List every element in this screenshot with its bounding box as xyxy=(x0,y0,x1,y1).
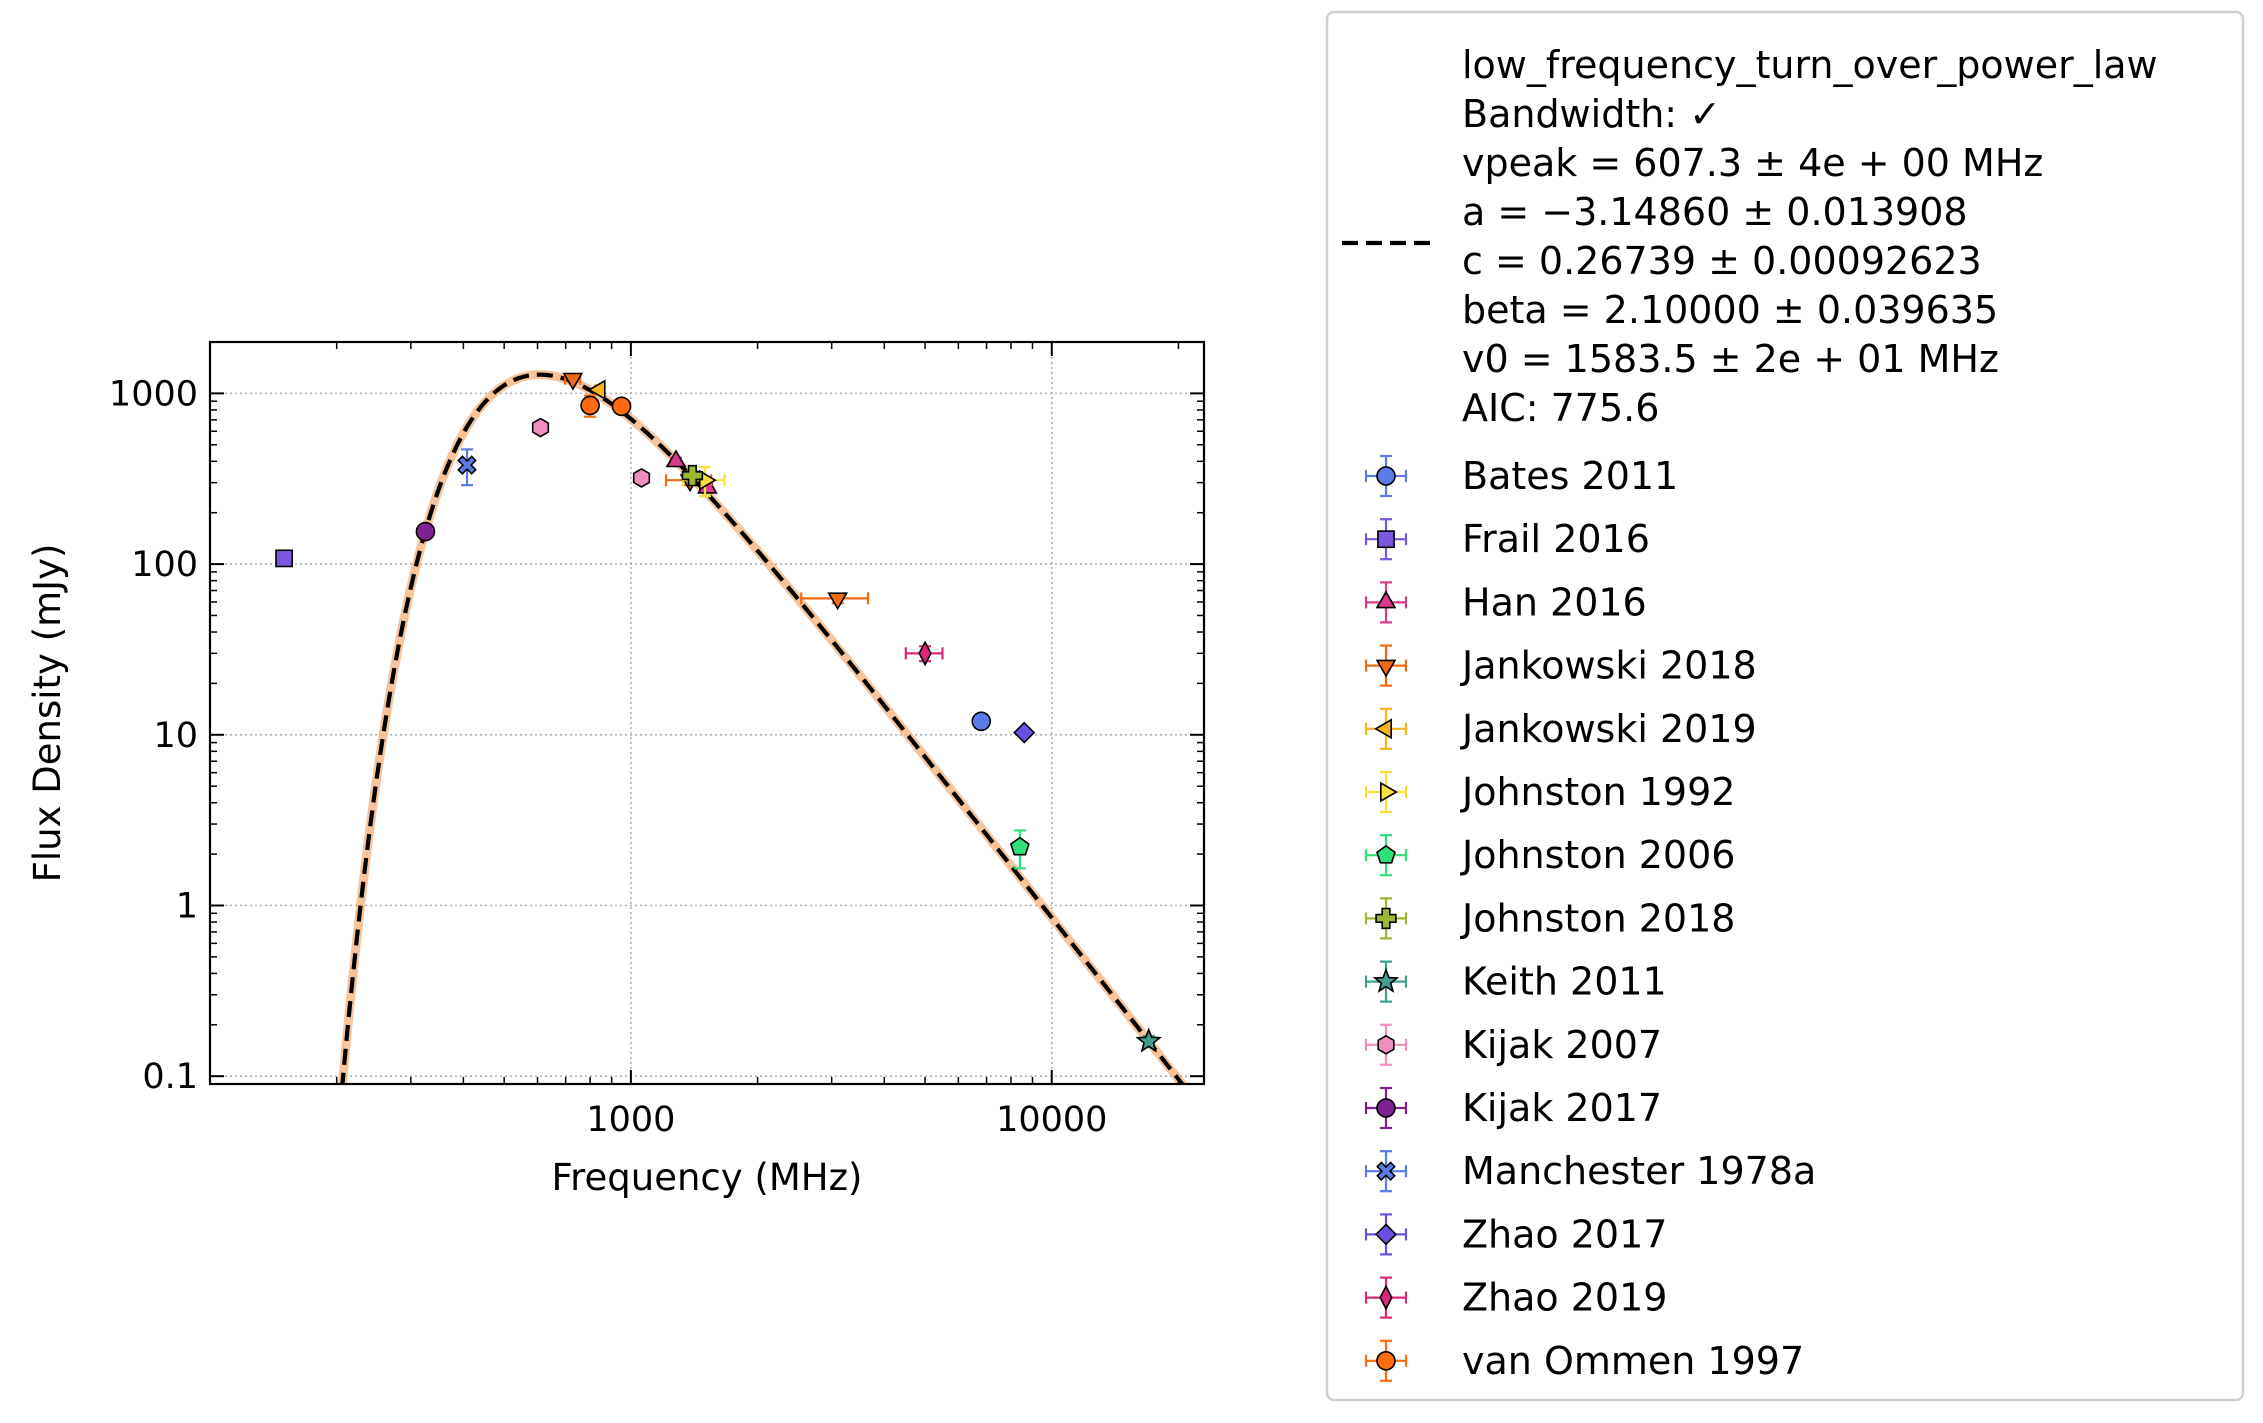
legend-label: Han 2016 xyxy=(1462,580,1647,624)
legend-fit-text: low_frequency_turn_over_power_law Bandwid… xyxy=(1462,43,2158,430)
legend-fit-line-text: v0 = 1583.5 ± 2e + 01 MHz xyxy=(1462,337,1999,381)
legend-item: Kijak 2017 xyxy=(1364,1086,1662,1130)
data-point xyxy=(415,521,436,542)
data-point xyxy=(665,449,687,468)
data-point xyxy=(457,448,477,487)
series-johnston-2018 xyxy=(681,464,704,487)
legend-label: Kijak 2017 xyxy=(1462,1086,1662,1130)
legend-item: Frail 2016 xyxy=(1364,517,1650,561)
legend-fit-line-text: c = 0.26739 ± 0.00092623 xyxy=(1462,239,1982,283)
data-point xyxy=(1009,829,1030,870)
legend-fit-line-text: Bandwidth: ✓ xyxy=(1462,92,1721,136)
y-tick-label: 0.1 xyxy=(142,1057,198,1097)
legend-frame xyxy=(1325,10,2245,1402)
legend-item: Zhao 2017 xyxy=(1364,1212,1667,1256)
series-van-ommen-1997 xyxy=(580,394,632,418)
series-frail-2016 xyxy=(275,549,294,568)
data-points xyxy=(275,372,1163,1053)
data-point xyxy=(632,467,651,488)
legend-label: Johnston 1992 xyxy=(1460,770,1735,814)
data-point xyxy=(611,396,632,417)
legend-item: Han 2016 xyxy=(1364,580,1647,624)
y-axis-label: Flux Density (mJy) xyxy=(26,544,69,883)
series-zhao-2017 xyxy=(1013,721,1036,744)
series-kijak-2007 xyxy=(531,417,651,488)
series-kijak-2017 xyxy=(415,521,436,542)
series-johnston-2006 xyxy=(1009,829,1030,870)
x-tick-label: 1000 xyxy=(586,1100,675,1140)
legend-item: Zhao 2019 xyxy=(1364,1276,1667,1320)
grid xyxy=(210,342,1204,1084)
data-point xyxy=(587,379,606,401)
legend-label: Jankowski 2018 xyxy=(1460,644,1757,688)
legend-label: Jankowski 2019 xyxy=(1460,707,1757,751)
legend-item: Manchester 1978a xyxy=(1364,1149,1816,1193)
y-tick-label: 100 xyxy=(131,545,198,585)
legend-item: Johnston 2018 xyxy=(1364,896,1735,940)
legend-label: Keith 2011 xyxy=(1462,960,1667,1004)
series-keith-2011 xyxy=(1135,1027,1163,1053)
tick-marks xyxy=(210,341,1204,1085)
plot-frame xyxy=(208,340,1206,1086)
legend-fit-line-text: low_frequency_turn_over_power_law xyxy=(1462,43,2158,87)
legend-fit-line-text: a = −3.14860 ± 0.013908 xyxy=(1462,190,1968,234)
legend-fit-line-text: vpeak = 607.3 ± 4e + 00 MHz xyxy=(1462,141,2043,185)
y-tick-labels: 0.1 1 10 100 1000 xyxy=(109,374,198,1097)
series-jankowski-2019 xyxy=(587,379,606,401)
plot-area xyxy=(208,340,1206,1086)
legend-label: Bates 2011 xyxy=(1462,454,1678,498)
legend-label: Kijak 2007 xyxy=(1462,1023,1662,1067)
legend-fit-line-text: AIC: 775.6 xyxy=(1462,386,1659,430)
legend-label: Johnston 2018 xyxy=(1460,896,1735,940)
legend-item: Johnston 1992 xyxy=(1364,770,1735,814)
data-point xyxy=(971,711,992,732)
x-axis-label: Frequency (MHz) xyxy=(552,1156,863,1199)
legend-item: Jankowski 2018 xyxy=(1364,644,1757,688)
x-tick-labels: 1000 10000 xyxy=(586,1100,1107,1140)
data-point xyxy=(904,640,944,667)
y-tick-label: 1 xyxy=(176,886,198,926)
data-point xyxy=(562,372,584,391)
y-tick-label: 10 xyxy=(153,716,198,756)
legend-label: Johnston 2006 xyxy=(1460,833,1735,877)
data-point xyxy=(531,417,550,438)
series-zhao-2019 xyxy=(904,640,944,667)
legend-item: Johnston 2006 xyxy=(1364,833,1735,877)
data-point xyxy=(681,465,726,498)
data-point xyxy=(275,549,294,568)
legend-item: Kijak 2007 xyxy=(1364,1023,1662,1067)
legend-label: Zhao 2019 xyxy=(1462,1276,1667,1320)
series-bates-2011 xyxy=(971,711,992,732)
legend-fit-line-text: beta = 2.10000 ± 0.039635 xyxy=(1462,288,1998,332)
legend-item: Keith 2011 xyxy=(1364,960,1667,1004)
legend-label: Manchester 1978a xyxy=(1462,1149,1816,1193)
data-point xyxy=(1013,721,1036,744)
series-manchester-1978a xyxy=(457,448,477,487)
x-tick-label: 10000 xyxy=(996,1100,1107,1140)
legend-label: van Ommen 1997 xyxy=(1462,1339,1804,1383)
legend: low_frequency_turn_over_power_law Bandwid… xyxy=(1325,10,2245,1402)
data-point xyxy=(800,592,870,611)
legend-label: Zhao 2017 xyxy=(1462,1212,1667,1256)
legend-items: Bates 2011 Frail 2016 Han 2016 Jankowski 20… xyxy=(1364,454,1816,1383)
legend-item: van Ommen 1997 xyxy=(1364,1339,1804,1383)
legend-item: Jankowski 2019 xyxy=(1364,707,1757,751)
series-johnston-1992 xyxy=(681,465,726,498)
data-point xyxy=(681,464,704,487)
y-tick-label: 1000 xyxy=(109,374,198,414)
legend-item: Bates 2011 xyxy=(1364,454,1678,498)
fit-curve xyxy=(340,372,1185,1084)
data-point xyxy=(1135,1027,1163,1053)
data-point xyxy=(580,394,600,418)
legend-label: Frail 2016 xyxy=(1462,517,1650,561)
